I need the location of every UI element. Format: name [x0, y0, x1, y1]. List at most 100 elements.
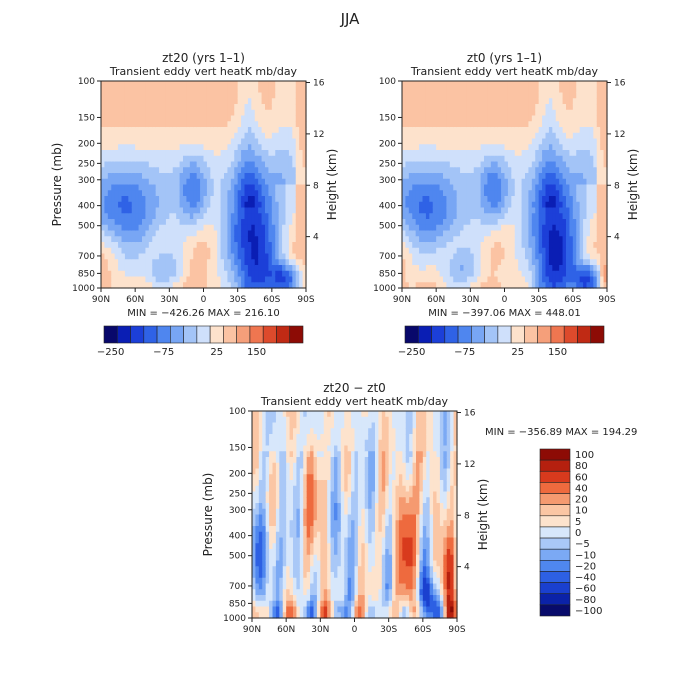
heatmap-cell [422, 190, 427, 197]
heatmap-cell [244, 121, 249, 128]
heatmap-cell [525, 219, 530, 226]
heatmap-cell [121, 144, 126, 151]
heatmap-cell [569, 247, 574, 255]
heatmap-cell [579, 86, 584, 94]
heatmap-cell [210, 86, 215, 94]
heatmap-cell [275, 497, 280, 504]
heatmap-cell [206, 144, 211, 151]
heatmap-cell [402, 115, 407, 122]
heatmap-cell [466, 144, 471, 151]
heatmap-cell [193, 98, 198, 105]
heatmap-cell [494, 207, 499, 214]
heatmap-cell [463, 259, 468, 266]
heatmap-cell [217, 144, 222, 151]
heatmap-cell [586, 121, 591, 128]
heatmap-cell [237, 184, 242, 191]
heatmap-cell [548, 167, 553, 174]
heatmap-cell [501, 104, 506, 111]
heatmap-cell [484, 167, 489, 174]
heatmap-cell [275, 520, 280, 527]
heatmap-cell [514, 230, 519, 237]
heatmap-cell [302, 196, 307, 203]
colorbar-swatch [262, 325, 277, 344]
heatmap-cell [124, 247, 129, 255]
heatmap-cell [272, 508, 277, 516]
heatmap-cell [296, 411, 301, 418]
heatmap-cell [169, 92, 174, 99]
heatmap-cell [296, 497, 301, 504]
heatmap-cell [234, 144, 239, 151]
heatmap-cell [538, 219, 543, 226]
heatmap-cell [101, 253, 106, 260]
heatmap-cell [244, 213, 249, 220]
heatmap-cell [460, 253, 465, 260]
heatmap-cell [460, 161, 465, 168]
y2-tick-label: 4 [313, 233, 319, 243]
heatmap-cell [275, 265, 280, 272]
heatmap-cell [415, 144, 420, 151]
heatmap-cell [254, 253, 259, 260]
colorbar-swatch [143, 325, 158, 344]
heatmap-cell [490, 207, 495, 214]
heatmap-cell [128, 236, 133, 243]
heatmap-cell [569, 86, 574, 94]
heatmap-cell [224, 276, 229, 283]
heatmap-cell [525, 109, 530, 117]
heatmap-cell [494, 270, 499, 278]
heatmap-cell [279, 583, 284, 590]
heatmap-cell [224, 259, 229, 266]
heatmap-cell [128, 109, 133, 117]
y-tick-label: 300 [78, 176, 95, 186]
heatmap-cell [255, 434, 260, 441]
heatmap-cell [443, 236, 448, 243]
heatmap-cell [145, 190, 150, 197]
heatmap-cell [206, 265, 211, 272]
heatmap-cell [186, 219, 191, 226]
heatmap-cell [562, 184, 567, 191]
colorbar-swatch [289, 325, 304, 344]
heatmap-cell [507, 201, 512, 209]
heatmap-cell [152, 224, 157, 232]
heatmap-cell [596, 184, 601, 191]
heatmap-cell [559, 92, 564, 99]
heatmap-cell [265, 560, 270, 567]
heatmap-cell [484, 121, 489, 128]
heatmap-cell [210, 270, 215, 278]
heatmap-cell [463, 196, 468, 203]
heatmap-cell [282, 451, 287, 458]
heatmap-cell [559, 236, 564, 243]
heatmap-cell [490, 155, 495, 163]
heatmap-cell [295, 190, 300, 197]
heatmap-cell [292, 155, 297, 163]
heatmap-cell [244, 92, 249, 99]
heatmap-cell [504, 86, 509, 94]
heatmap-cell [189, 196, 194, 203]
heatmap-cell [269, 595, 274, 602]
heatmap-cell [196, 98, 201, 105]
heatmap-cell [405, 86, 410, 94]
heatmap-cell [210, 104, 215, 111]
heatmap-cell [443, 127, 448, 134]
heatmap-cell [258, 259, 263, 266]
heatmap-cell [572, 184, 577, 191]
colorbar-swatch [524, 325, 538, 344]
heatmap-cell [278, 184, 283, 191]
heatmap-cell [217, 236, 222, 243]
heatmap-cell [419, 132, 424, 140]
heatmap-cell [152, 161, 157, 168]
heatmap-cell [487, 213, 492, 220]
heatmap-cell [596, 230, 601, 237]
heatmap-cell [148, 224, 153, 232]
heatmap-cell [429, 213, 434, 220]
heatmap-cell [288, 92, 293, 99]
heatmap-cell [548, 132, 553, 140]
heatmap-cell [477, 86, 482, 94]
heatmap-cell [121, 184, 126, 191]
heatmap-cell [172, 138, 177, 145]
heatmap-cell [265, 583, 270, 590]
heatmap-cell [425, 86, 430, 94]
heatmap-cell [272, 531, 277, 539]
heatmap-cell [415, 276, 420, 283]
heatmap-cell [514, 155, 519, 163]
heatmap-cell [258, 531, 263, 539]
